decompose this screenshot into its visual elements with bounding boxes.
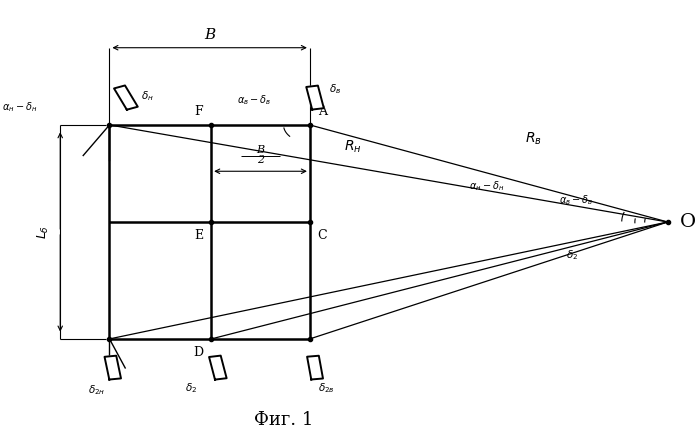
Polygon shape: [307, 356, 323, 380]
Text: $R_н$: $R_н$: [345, 139, 362, 155]
Text: $\delta_в$: $\delta_в$: [329, 83, 342, 96]
Text: $\delta_2$: $\delta_2$: [566, 249, 579, 262]
Polygon shape: [209, 356, 226, 380]
Text: $\alpha_в-\delta_в$: $\alpha_в-\delta_в$: [237, 94, 271, 107]
Text: F: F: [195, 105, 203, 118]
Text: Фиг. 1: Фиг. 1: [254, 412, 313, 429]
Text: B: B: [204, 28, 215, 43]
Text: E: E: [194, 229, 203, 242]
Text: A: A: [317, 105, 326, 118]
Polygon shape: [306, 86, 324, 110]
Text: $L_б$: $L_б$: [36, 225, 51, 239]
Text: $\alpha_в-\delta_в$: $\alpha_в-\delta_в$: [559, 193, 593, 206]
Text: $\delta_{2в}$: $\delta_{2в}$: [318, 381, 335, 395]
Polygon shape: [105, 356, 121, 380]
Text: B
2: B 2: [257, 146, 265, 165]
Text: D: D: [193, 345, 203, 359]
Text: $R_в$: $R_в$: [525, 130, 542, 147]
Text: $\delta_2$: $\delta_2$: [185, 381, 198, 395]
Text: $\delta_н$: $\delta_н$: [141, 89, 154, 103]
Text: $\delta_{2н}$: $\delta_{2н}$: [87, 383, 105, 397]
Polygon shape: [114, 85, 138, 110]
Text: O: O: [679, 213, 696, 231]
Text: $\alpha_н-\delta_н$: $\alpha_н-\delta_н$: [2, 100, 37, 114]
Text: C: C: [317, 229, 327, 242]
Text: $\alpha_н-\delta_н$: $\alpha_н-\delta_н$: [470, 179, 505, 193]
